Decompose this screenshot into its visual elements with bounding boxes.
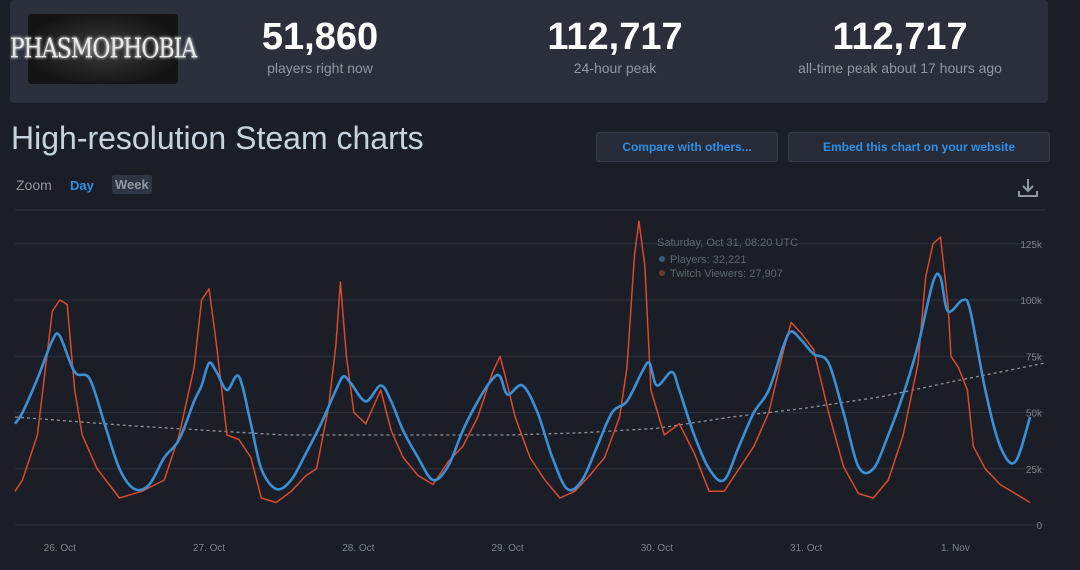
chart-grid	[15, 209, 1045, 526]
stat-label: all-time peak about 17 hours ago	[798, 60, 1002, 76]
x-tick-label: 27. Oct	[193, 543, 225, 554]
tooltip-twitch-marker	[659, 270, 665, 276]
zoom-label: Zoom	[16, 177, 52, 193]
stat-current-players: 51,860 players right now	[220, 14, 420, 76]
x-tick-label: 30. Oct	[641, 543, 673, 554]
player-chart[interactable]: Saturday, Oct 31, 08:20 UTC Players: 32,…	[0, 200, 1080, 570]
game-logo[interactable]: PHASMOPHOBIA	[10, 14, 197, 84]
y-tick-label: 0	[1036, 521, 1042, 532]
stat-all-time-peak: 112,717 all-time peak about 17 hours ago	[760, 14, 1040, 76]
stat-24h-peak: 112,717 24-hour peak	[515, 14, 715, 76]
x-tick-label: 29. Oct	[491, 543, 523, 554]
x-tick-label: 26. Oct	[44, 543, 76, 554]
y-tick-label: 125k	[1020, 240, 1043, 251]
y-tick-label: 25k	[1026, 465, 1043, 476]
y-tick-label: 75k	[1026, 352, 1043, 363]
players-line	[13, 272, 1032, 492]
stats-bar: PHASMOPHOBIA 51,860 players right now 11…	[10, 0, 1048, 103]
download-icon[interactable]	[1016, 176, 1040, 200]
compare-button[interactable]: Compare with others...	[596, 132, 778, 162]
embed-chart-button[interactable]: Embed this chart on your website	[788, 132, 1050, 162]
average-line	[14, 362, 1046, 436]
y-tick-label: 100k	[1020, 296, 1043, 307]
tooltip-twitch: Twitch Viewers: 27,907	[670, 268, 783, 280]
stat-value: 112,717	[547, 16, 683, 58]
zoom-day-button[interactable]: Day	[70, 178, 94, 193]
stat-value: 51,860	[261, 16, 379, 58]
page-title: High-resolution Steam charts	[11, 120, 424, 156]
tooltip-players-marker	[659, 256, 665, 262]
chart-series	[13, 220, 1046, 504]
chart-ticks: 0 25k 50k 75k 100k 125k 26. Oct 27. Oct 28. Oct 2…	[44, 240, 1043, 554]
tooltip-date: Saturday, Oct 31, 08:20 UTC	[657, 237, 798, 249]
tooltip-players: Players: 32,221	[670, 254, 746, 266]
stat-label: players right now	[267, 60, 373, 76]
stat-value: 112,717	[832, 16, 968, 58]
x-tick-label: 31. Oct	[790, 543, 822, 554]
y-tick-label: 50k	[1026, 409, 1043, 420]
x-tick-label: 28. Oct	[342, 543, 374, 554]
game-logo-text: PHASMOPHOBIA	[9, 33, 197, 65]
zoom-week-button[interactable]: Week	[112, 175, 152, 194]
x-tick-label: 1. Nov	[941, 543, 970, 554]
stat-label: 24-hour peak	[573, 60, 657, 76]
chart-tooltip: Saturday, Oct 31, 08:20 UTC Players: 32,…	[657, 237, 798, 280]
twitch-viewers-line	[14, 220, 1031, 504]
